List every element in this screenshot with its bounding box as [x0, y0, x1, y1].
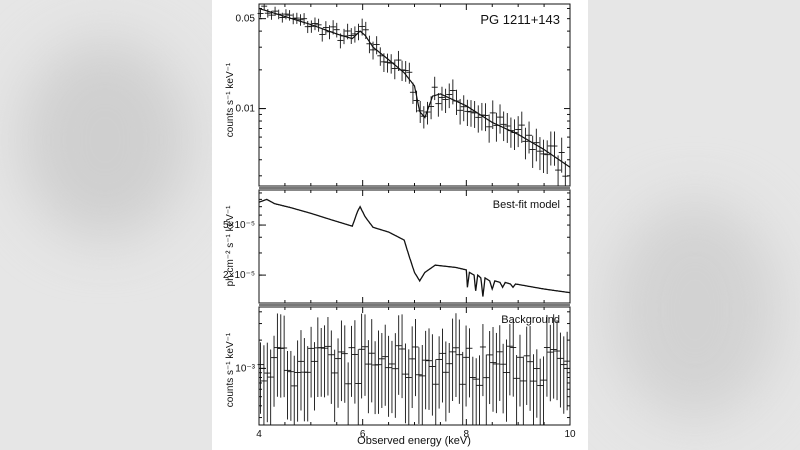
bottom-panel-title: Background: [501, 314, 560, 326]
background-blur: [610, 200, 780, 420]
x-tick-label: 10: [564, 429, 576, 440]
x-tick-label: 4: [256, 429, 262, 440]
background-blur: [20, 40, 190, 240]
model-curve: [258, 7, 571, 168]
y-tick-label: 0.05: [236, 14, 256, 25]
x-tick-label: 8: [464, 429, 470, 440]
x-axis-label: Observed energy (keV): [357, 435, 471, 447]
y-tick-label: 2×10⁻⁵: [223, 270, 255, 281]
middle-panel-title: Best-fit model: [493, 199, 560, 211]
top-panel: 0.05 0.01: [236, 3, 571, 189]
y-tick-label: 10⁻³: [235, 363, 255, 374]
figure-card: [212, 0, 588, 450]
bottom-panel-ylabel: counts s⁻¹ keV⁻¹: [225, 332, 236, 407]
x-tick-label: 6: [360, 429, 366, 440]
middle-panel: 5×10⁻⁵ 2×10⁻⁵: [223, 189, 571, 306]
y-tick-label: 5×10⁻⁵: [223, 220, 255, 231]
top-panel-title: PG 1211+143: [480, 12, 560, 27]
panel-frame: [258, 3, 571, 187]
y-tick-label: 0.01: [236, 104, 256, 115]
middle-panel-ylabel: ph cm⁻² s⁻¹ keV⁻¹: [225, 205, 236, 287]
bottom-panel: 4 6 8 10 10⁻³: [235, 306, 576, 440]
top-panel-ylabel: counts s⁻¹ keV⁻¹: [225, 62, 236, 137]
model-curve: [258, 198, 571, 297]
